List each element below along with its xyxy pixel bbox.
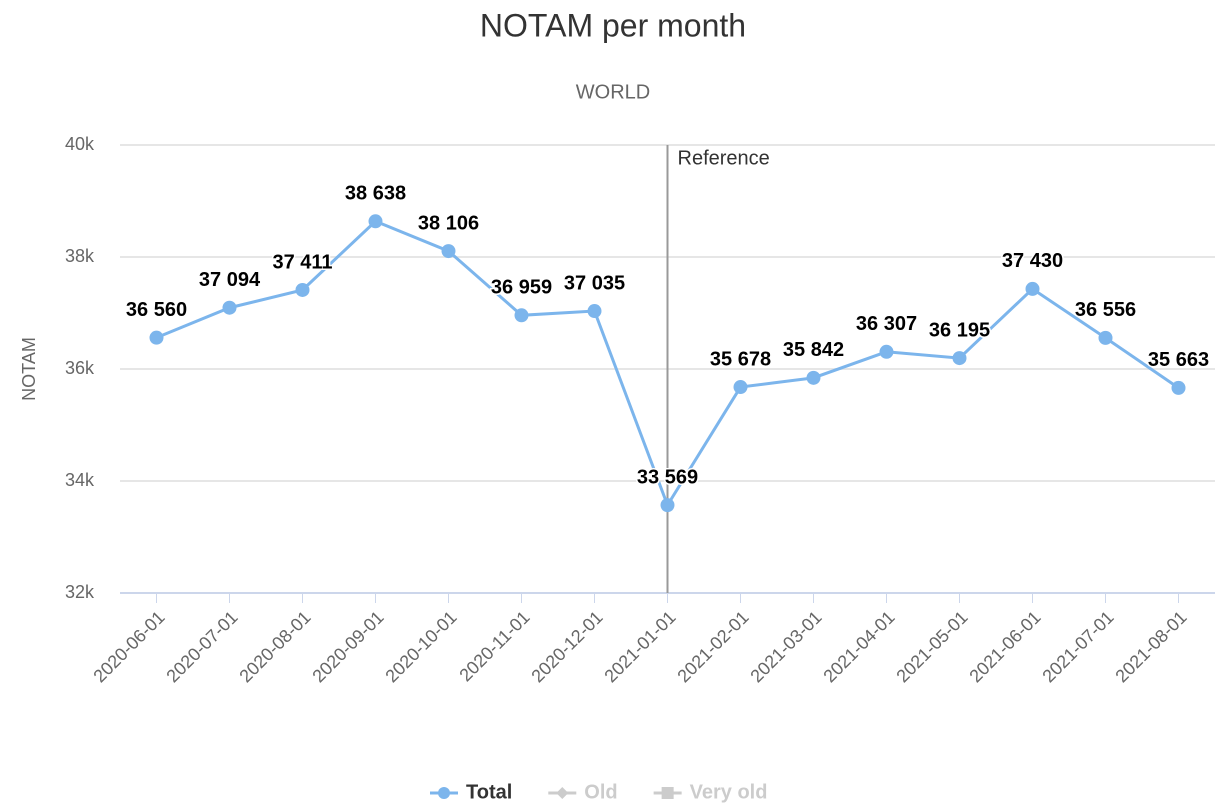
x-tick-label: 2021-02-01 xyxy=(673,607,752,686)
y-tick-label: 36k xyxy=(65,358,95,378)
x-tick-label: 2021-04-01 xyxy=(819,607,898,686)
x-tick-label: 2021-05-01 xyxy=(892,607,971,686)
data-point xyxy=(733,380,748,395)
x-tick-label: 2020-06-01 xyxy=(89,607,168,686)
data-point xyxy=(806,370,821,385)
data-label: 36 307 xyxy=(856,313,917,335)
data-point xyxy=(660,498,675,513)
data-label: 37 430 xyxy=(1002,250,1063,272)
data-point xyxy=(952,351,967,366)
data-label: 37 411 xyxy=(272,251,332,273)
data-label: 36 556 xyxy=(1075,299,1136,321)
x-tick-label: 2021-06-01 xyxy=(965,607,1044,686)
y-tick-label: 34k xyxy=(65,470,95,490)
annotation-label: Reference xyxy=(678,147,770,169)
data-point xyxy=(587,304,602,319)
data-label: 36 560 xyxy=(126,299,187,321)
x-tick-label: 2021-08-01 xyxy=(1111,607,1190,686)
x-tick-label: 2020-07-01 xyxy=(162,607,241,686)
x-tick-label: 2021-01-01 xyxy=(600,607,679,686)
legend-label: Total xyxy=(466,781,512,803)
x-tick-label: 2021-07-01 xyxy=(1038,607,1117,686)
y-tick-label: 32k xyxy=(65,582,95,602)
data-label: 38 106 xyxy=(418,212,479,234)
x-tick-label: 2020-08-01 xyxy=(235,607,314,686)
data-point xyxy=(514,308,529,323)
data-label: 35 842 xyxy=(783,339,844,361)
data-label: 36 959 xyxy=(491,277,552,299)
x-tick-label: 2020-12-01 xyxy=(527,607,606,686)
y-tick-label: 38k xyxy=(65,246,95,266)
data-point xyxy=(1025,281,1040,296)
data-point xyxy=(222,300,237,315)
data-point xyxy=(879,344,894,359)
y-axis-title: NOTAM xyxy=(19,337,39,401)
chart-title: NOTAM per month xyxy=(480,7,746,43)
data-point xyxy=(149,330,164,345)
data-label: 36 195 xyxy=(929,319,990,341)
data-label: 37 035 xyxy=(564,272,625,294)
x-tick-label: 2020-10-01 xyxy=(381,607,460,686)
data-point xyxy=(1098,330,1113,345)
data-point xyxy=(1171,380,1186,395)
data-label: 33 569 xyxy=(637,466,698,488)
data-label: 37 094 xyxy=(199,269,261,291)
legend-label: Very old xyxy=(690,781,768,803)
legend-marker xyxy=(438,787,450,799)
x-tick-label: 2020-11-01 xyxy=(455,607,533,685)
legend-marker xyxy=(661,787,674,799)
data-point xyxy=(441,244,456,259)
data-label: 35 663 xyxy=(1148,349,1209,371)
legend-marker xyxy=(556,787,569,799)
chart-subtitle: WORLD xyxy=(576,81,650,103)
data-label: 35 678 xyxy=(710,348,771,370)
x-tick-label: 2021-03-01 xyxy=(746,607,825,686)
x-tick-label: 2020-09-01 xyxy=(308,607,387,686)
legend-label: Old xyxy=(584,781,617,803)
data-point xyxy=(295,282,310,297)
y-tick-label: 40k xyxy=(65,134,95,154)
data-point xyxy=(368,214,383,229)
data-label: 38 638 xyxy=(345,183,406,205)
